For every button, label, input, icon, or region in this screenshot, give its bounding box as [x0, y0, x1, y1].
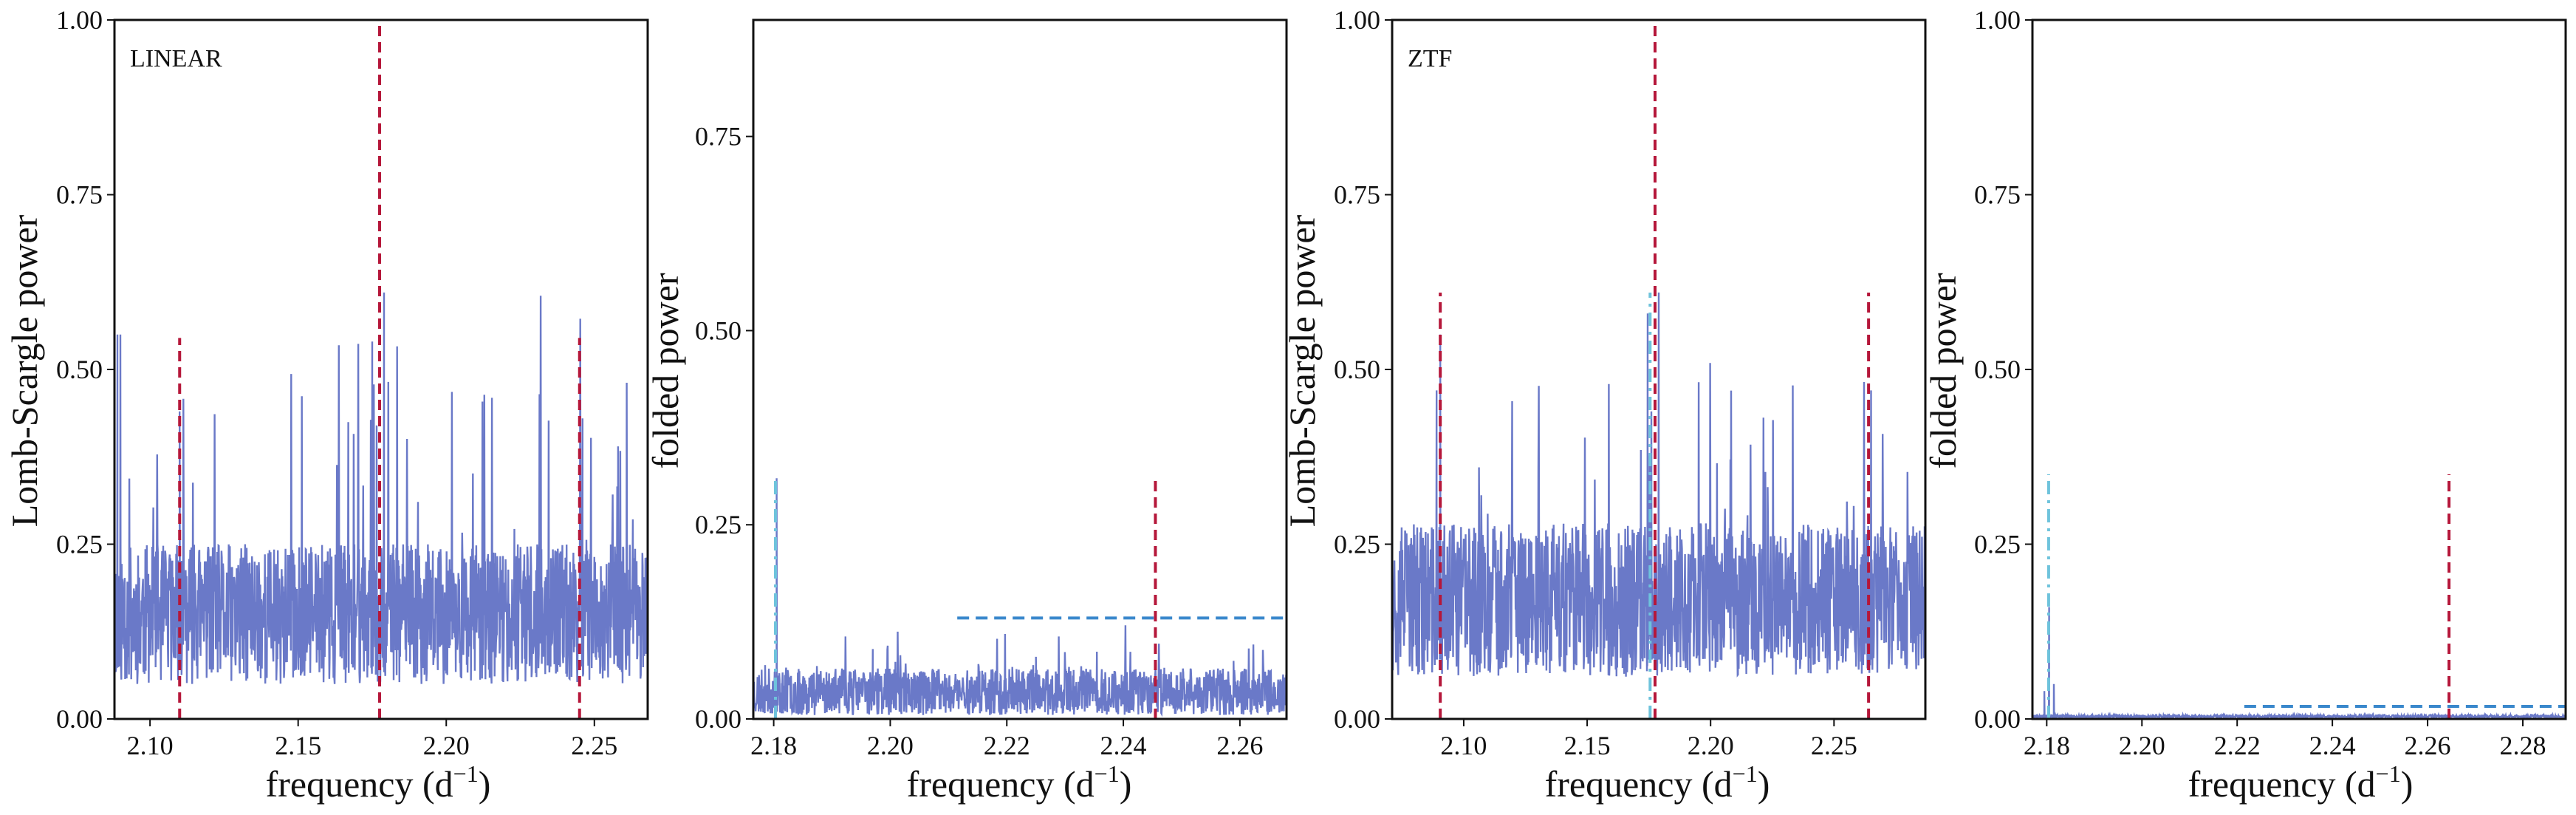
y-tick-label: 0.75	[1334, 180, 1380, 210]
series-line	[753, 478, 1287, 717]
y-tick-label: 0.75	[1974, 180, 2021, 210]
x-tick-label: 2.28	[2499, 731, 2546, 760]
x-axis-label-tail: )	[1758, 763, 1770, 805]
x-tick-label: 2.22	[984, 731, 1030, 760]
y-tick-label: 0.50	[1974, 355, 2021, 384]
x-tick-label: 2.15	[1564, 731, 1611, 760]
x-axis-label-tail: )	[479, 763, 491, 805]
y-tick-label: 1.00	[1974, 5, 2021, 35]
y-tick-label: 0.25	[1334, 530, 1380, 559]
y-tick-label: 1.00	[56, 5, 103, 35]
y-tick-label: 0.25	[695, 510, 741, 539]
x-axis-label-exponent: −1	[2376, 760, 2401, 787]
x-tick-label: 2.25	[571, 731, 617, 760]
y-tick-label: 1.00	[1334, 5, 1380, 35]
x-tick-label: 2.18	[2024, 731, 2070, 760]
y-tick-label: 0.00	[695, 704, 741, 734]
series-line	[1392, 292, 1925, 678]
x-axis-label-exponent: −1	[1095, 760, 1120, 787]
y-tick-label: 0.50	[695, 316, 741, 345]
y-axis-label: folded power	[645, 273, 686, 469]
x-tick-label: 2.25	[1811, 731, 1857, 760]
x-tick-label: 2.15	[275, 731, 321, 760]
axes-frame	[752, 18, 1288, 720]
x-axis-label: frequency (d−1)	[907, 760, 1132, 805]
x-axis-label-tail: )	[2401, 763, 2414, 805]
panel-label: LINEAR	[130, 45, 222, 72]
y-tick-label: 0.25	[1974, 530, 2021, 559]
x-axis-label-exponent: −1	[453, 760, 479, 787]
series-line	[114, 292, 648, 684]
y-tick-label: 0.25	[56, 530, 103, 559]
x-tick-label: 2.20	[867, 731, 914, 760]
y-axis-label: folded power	[1922, 273, 1964, 469]
x-axis-label-exponent: −1	[1733, 760, 1758, 787]
y-tick-label: 0.00	[1974, 704, 2021, 734]
y-tick-label: 0.50	[1334, 355, 1380, 384]
x-tick-label: 2.26	[2405, 731, 2451, 760]
y-axis-label: Lomb-Scargle power	[1281, 214, 1323, 527]
x-axis-label: frequency (d−1)	[1545, 760, 1770, 805]
y-tick-label: 0.00	[1334, 704, 1380, 734]
panel-ztf-periodogram: 2.10 2.15 2.20 2.25 0.00 0.25 0.50 0.75 1.00 ZTF…	[1281, 5, 1927, 805]
x-tick-label: 2.26	[1216, 731, 1263, 760]
x-tick-label: 2.22	[2214, 731, 2261, 760]
x-tick-label: 2.10	[1440, 731, 1487, 760]
series-line	[2032, 607, 2566, 719]
x-tick-label: 2.20	[1688, 731, 1734, 760]
axes-frame	[113, 18, 649, 720]
x-axis-label-tail: )	[1120, 763, 1132, 805]
panel-label: ZTF	[1408, 45, 1452, 72]
x-axis-label-text: frequency (d	[907, 763, 1095, 805]
x-axis-label: frequency (d−1)	[2188, 760, 2414, 805]
axes-frame	[2031, 18, 2567, 720]
x-tick-label: 2.24	[2309, 731, 2356, 760]
y-tick-label: 0.50	[56, 355, 103, 384]
x-tick-label: 2.10	[127, 731, 174, 760]
x-axis-label-text: frequency (d	[1545, 763, 1733, 805]
y-tick-label: 0.75	[695, 122, 741, 151]
y-axis-label: Lomb-Scargle power	[4, 214, 45, 527]
x-tick-label: 2.20	[2119, 731, 2165, 760]
axes-frame	[1391, 18, 1927, 720]
x-tick-label: 2.18	[750, 731, 797, 760]
x-axis-label: frequency (d−1)	[266, 760, 491, 805]
x-tick-label: 2.20	[423, 731, 470, 760]
x-axis-label-text: frequency (d	[2188, 763, 2376, 805]
panel-ztf-folded: 2.18 2.20 2.22 2.24 2.26 2.28 0.00 0.25 0.50 0.75…	[1922, 5, 2567, 805]
y-tick-label: 0.75	[56, 180, 103, 210]
panel-linear-periodogram: 2.10 2.15 2.20 2.25 0.00 0.25 0.50 0.75 1.00 LIN…	[4, 5, 649, 805]
x-axis-label-text: frequency (d	[266, 763, 453, 805]
panel-linear-folded: 2.18 2.20 2.22 2.24 2.26 0.00 0.25 0.50 0.75 fol…	[645, 18, 1288, 805]
x-tick-label: 2.24	[1100, 731, 1147, 760]
y-tick-label: 0.00	[56, 704, 103, 734]
